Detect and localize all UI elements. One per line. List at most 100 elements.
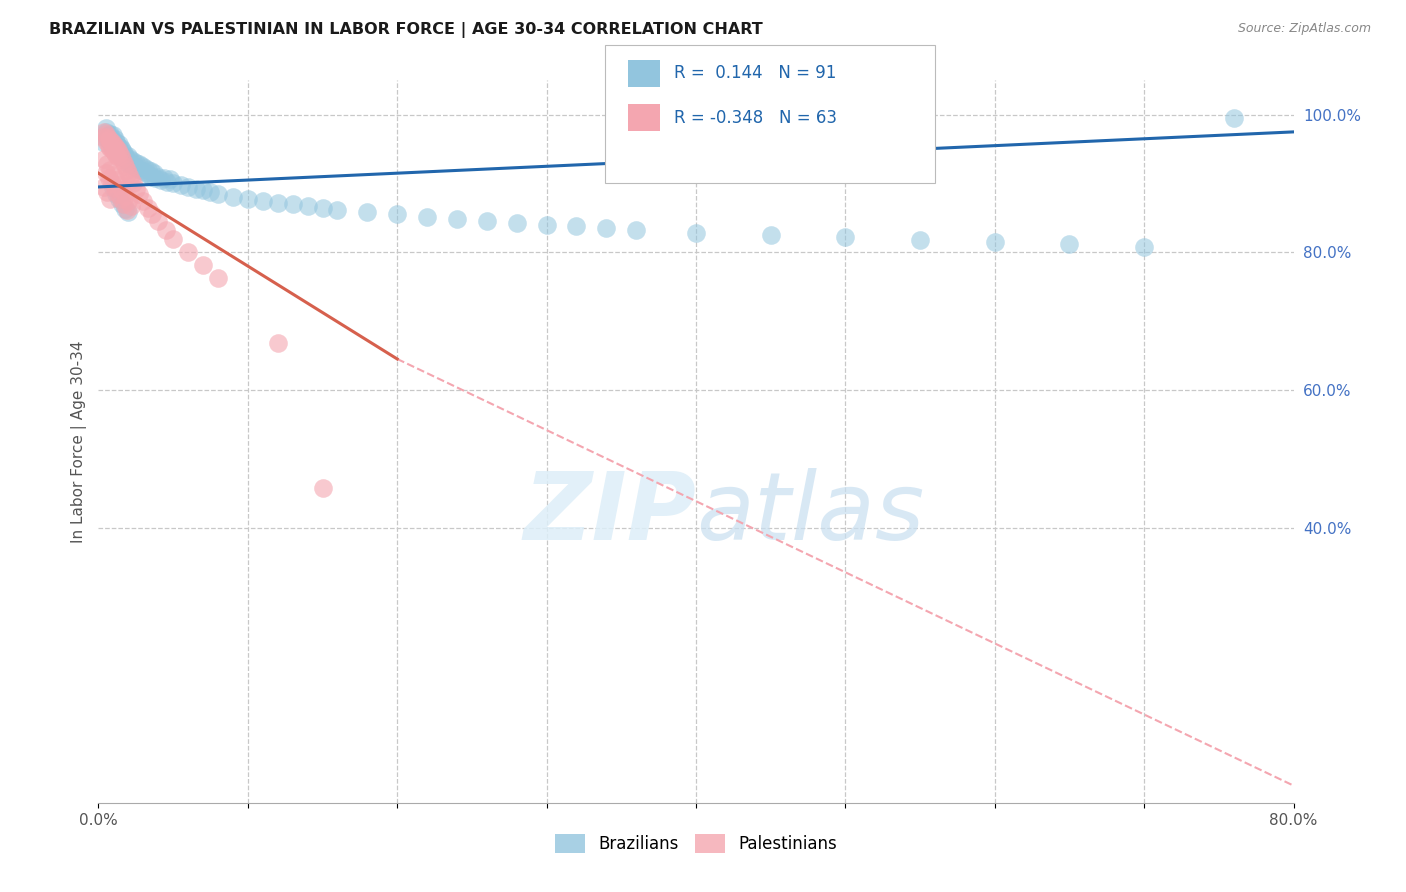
Text: ZIP: ZIP bbox=[523, 467, 696, 560]
Point bbox=[111, 153, 134, 167]
Point bbox=[97, 171, 120, 186]
Point bbox=[236, 192, 259, 206]
Point bbox=[111, 144, 134, 158]
Point bbox=[759, 228, 782, 243]
Point bbox=[91, 129, 114, 144]
Legend: Brazilians, Palestinians: Brazilians, Palestinians bbox=[548, 827, 844, 860]
Point bbox=[156, 175, 179, 189]
Point bbox=[93, 153, 115, 167]
Point bbox=[111, 183, 134, 197]
Point bbox=[98, 134, 122, 148]
Point bbox=[96, 185, 118, 199]
Point bbox=[114, 202, 136, 216]
Point bbox=[104, 138, 127, 153]
Point bbox=[104, 132, 127, 146]
Point bbox=[103, 135, 125, 149]
Point bbox=[153, 171, 176, 186]
Point bbox=[112, 156, 135, 170]
Point bbox=[311, 201, 333, 215]
Point bbox=[98, 192, 122, 206]
Text: R =  0.144   N = 91: R = 0.144 N = 91 bbox=[675, 64, 837, 82]
Point bbox=[177, 245, 200, 260]
Point bbox=[125, 156, 148, 170]
Point bbox=[162, 231, 184, 245]
Point bbox=[385, 207, 409, 221]
Point bbox=[107, 150, 129, 164]
Point bbox=[565, 219, 588, 234]
Point bbox=[207, 186, 229, 201]
Point bbox=[416, 210, 439, 224]
Point bbox=[135, 166, 157, 180]
Point bbox=[111, 150, 134, 164]
Point bbox=[834, 230, 856, 244]
Point bbox=[267, 336, 290, 351]
Point bbox=[107, 144, 129, 158]
Y-axis label: In Labor Force | Age 30-34: In Labor Force | Age 30-34 bbox=[72, 340, 87, 543]
Point bbox=[103, 181, 125, 195]
Text: Source: ZipAtlas.com: Source: ZipAtlas.com bbox=[1237, 22, 1371, 36]
Point bbox=[281, 197, 304, 211]
Point bbox=[506, 216, 529, 230]
Point bbox=[97, 138, 120, 153]
Point bbox=[104, 145, 127, 160]
Point bbox=[103, 136, 125, 151]
Point bbox=[159, 172, 181, 186]
Point bbox=[114, 189, 136, 203]
Text: BRAZILIAN VS PALESTINIAN IN LABOR FORCE | AGE 30-34 CORRELATION CHART: BRAZILIAN VS PALESTINIAN IN LABOR FORCE … bbox=[49, 22, 763, 38]
Point bbox=[110, 149, 132, 163]
Point bbox=[297, 198, 319, 212]
Point bbox=[207, 271, 229, 285]
Point bbox=[101, 177, 124, 191]
Point bbox=[103, 128, 125, 143]
Point bbox=[114, 149, 136, 163]
Point bbox=[96, 157, 118, 171]
Point bbox=[108, 192, 131, 206]
Point bbox=[134, 161, 156, 176]
Point bbox=[93, 180, 115, 194]
Point bbox=[103, 136, 125, 151]
Point bbox=[98, 141, 122, 155]
Point bbox=[112, 197, 135, 211]
Point bbox=[91, 135, 114, 149]
Point bbox=[105, 141, 128, 155]
Point bbox=[169, 178, 191, 192]
Point bbox=[138, 168, 160, 182]
Point bbox=[139, 164, 162, 178]
Point bbox=[108, 178, 131, 192]
Point bbox=[104, 138, 127, 153]
Point bbox=[105, 142, 128, 156]
Point bbox=[1223, 111, 1246, 125]
Point bbox=[101, 132, 124, 146]
Point bbox=[98, 127, 122, 141]
Point bbox=[311, 481, 333, 495]
Point bbox=[104, 181, 127, 195]
Point bbox=[93, 125, 115, 139]
Point bbox=[101, 138, 124, 153]
Point bbox=[108, 145, 131, 160]
Point bbox=[98, 162, 122, 177]
Point bbox=[105, 135, 128, 149]
Point bbox=[107, 145, 129, 160]
Point bbox=[98, 135, 122, 149]
Point bbox=[110, 192, 132, 206]
Point bbox=[536, 218, 558, 232]
Point bbox=[105, 186, 128, 201]
Point bbox=[595, 221, 617, 235]
Point bbox=[117, 194, 139, 208]
Text: atlas: atlas bbox=[696, 468, 924, 559]
Point bbox=[105, 173, 128, 187]
Point bbox=[155, 223, 177, 237]
Point bbox=[118, 153, 141, 167]
Point bbox=[131, 159, 153, 173]
Point bbox=[117, 156, 139, 170]
Point bbox=[356, 205, 378, 219]
Point bbox=[475, 214, 498, 228]
Point bbox=[984, 235, 1007, 249]
Point bbox=[94, 121, 117, 136]
Point bbox=[117, 205, 139, 219]
Point bbox=[115, 202, 138, 217]
Point bbox=[101, 142, 124, 156]
Point bbox=[94, 166, 117, 180]
Point bbox=[96, 129, 118, 144]
Point bbox=[150, 173, 173, 187]
